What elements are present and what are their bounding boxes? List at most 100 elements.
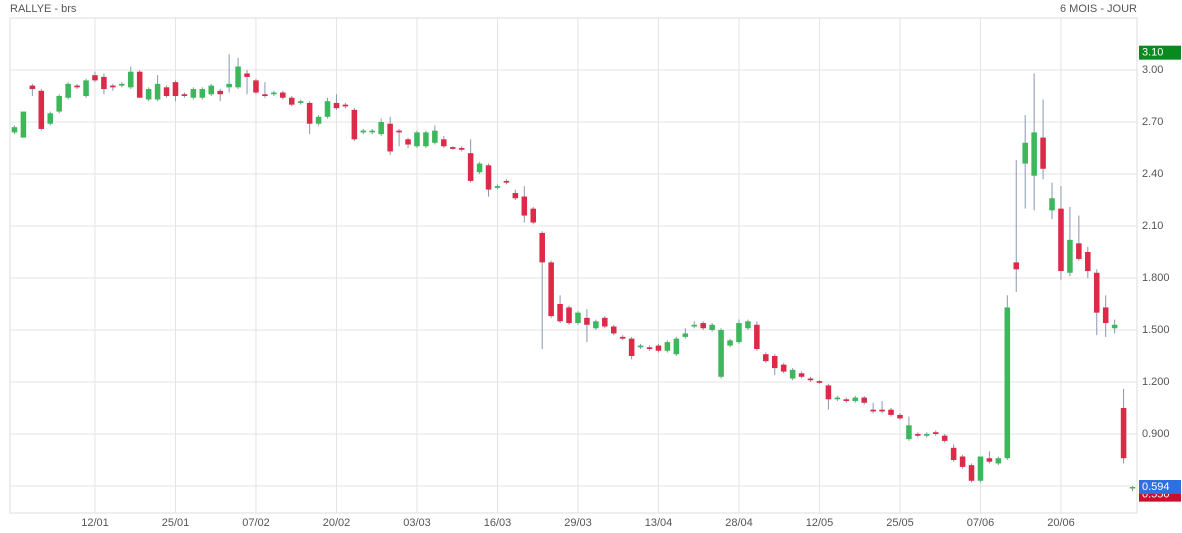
candle-body: [1093, 272, 1100, 313]
candle-body: [959, 456, 966, 467]
candle-body: [297, 101, 304, 103]
candle-body: [476, 163, 483, 173]
candle-body: [691, 324, 698, 327]
price-badge-label: 0.594: [1142, 481, 1170, 493]
candle-body: [1085, 251, 1091, 272]
candle-body: [780, 364, 787, 372]
candle-body: [807, 378, 814, 381]
candle-body: [709, 324, 715, 330]
x-tick-label: 07/06: [967, 517, 995, 529]
candle-body: [145, 89, 152, 100]
candle-body: [423, 132, 429, 147]
candle-body: [441, 139, 447, 147]
candle-body: [136, 71, 143, 98]
candle-body: [217, 90, 223, 95]
candle-body: [950, 447, 957, 460]
candle-body: [521, 196, 528, 216]
candle-body: [432, 130, 438, 143]
candle-body: [92, 75, 98, 81]
candle-body: [977, 456, 984, 481]
candle-body: [610, 326, 617, 334]
candle-body: [494, 186, 501, 188]
candle-body: [834, 397, 841, 400]
candle-body: [315, 116, 322, 124]
candle-body: [861, 397, 867, 403]
candle-body: [700, 323, 706, 329]
candle-body: [924, 433, 930, 436]
candle-body: [995, 458, 1002, 464]
candle-body: [56, 95, 62, 112]
candle-body: [190, 89, 197, 98]
candle-body: [235, 66, 241, 88]
candle-body: [941, 435, 948, 441]
candle-body: [754, 324, 760, 350]
candle-body: [333, 102, 340, 109]
candle-body: [798, 373, 805, 377]
candle-body: [1040, 137, 1046, 169]
candle-body: [897, 414, 903, 419]
candle-body: [199, 89, 206, 98]
y-tick-label: 3.00: [1142, 64, 1163, 76]
candle-body: [485, 165, 492, 190]
candle-body: [181, 94, 188, 96]
candle-body: [127, 71, 134, 88]
candle-body: [906, 425, 912, 440]
y-tick-label: 1.800: [1142, 272, 1170, 284]
price-badge: [1139, 45, 1181, 60]
candle-body: [789, 369, 796, 379]
plot-frame: [9, 17, 1138, 514]
candle-body: [584, 317, 590, 325]
candle-body: [449, 147, 456, 149]
candle-body: [602, 317, 608, 327]
candle-body: [11, 127, 18, 133]
candle-body: [83, 80, 89, 96]
candle-body: [74, 85, 80, 88]
candle-body: [154, 83, 161, 100]
candle-body: [101, 76, 107, 90]
x-tick-label: 03/03: [403, 517, 431, 529]
chart-title: RALLYE - brs: [10, 3, 77, 15]
candle-body: [306, 102, 313, 124]
candle-body: [387, 123, 393, 152]
candle-body: [378, 121, 384, 135]
candle-body: [664, 342, 671, 351]
candle-body: [1102, 307, 1109, 324]
y-tick-label: 2.70: [1142, 116, 1163, 128]
candle-body: [172, 82, 179, 96]
candle-body: [253, 80, 259, 93]
x-tick-label: 07/02: [242, 517, 270, 529]
candle-body: [736, 323, 742, 343]
y-tick-label: 0.900: [1142, 428, 1170, 440]
candle-body: [1058, 208, 1064, 272]
candle-body: [38, 90, 45, 129]
candle-body: [65, 83, 71, 98]
y-tick-label: 1.500: [1142, 324, 1170, 336]
x-tick-label: 20/02: [323, 517, 351, 529]
candle-body: [727, 340, 733, 346]
candle-body: [29, 85, 36, 90]
candle-body: [503, 180, 510, 183]
candle-body: [369, 130, 376, 133]
x-tick-label: 25/01: [162, 517, 190, 529]
candle-body: [932, 432, 939, 434]
candle-body: [280, 92, 286, 98]
candle-body: [110, 85, 116, 88]
candle-body: [163, 87, 170, 96]
x-tick-label: 28/04: [725, 517, 753, 529]
candle-body: [915, 433, 921, 436]
candle-body: [718, 329, 724, 377]
candle-body: [968, 465, 975, 481]
candle-body: [1076, 243, 1082, 259]
candle-body: [1031, 132, 1037, 176]
candle-body: [244, 73, 250, 77]
candle-body: [360, 130, 367, 133]
candle-body: [351, 109, 358, 140]
candle-body: [530, 208, 537, 223]
candle-body: [414, 132, 420, 147]
x-tick-label: 12/05: [806, 517, 834, 529]
candle-body: [539, 232, 545, 263]
candle-body: [119, 83, 125, 86]
candle-body: [467, 153, 474, 181]
candle-body: [745, 321, 751, 329]
